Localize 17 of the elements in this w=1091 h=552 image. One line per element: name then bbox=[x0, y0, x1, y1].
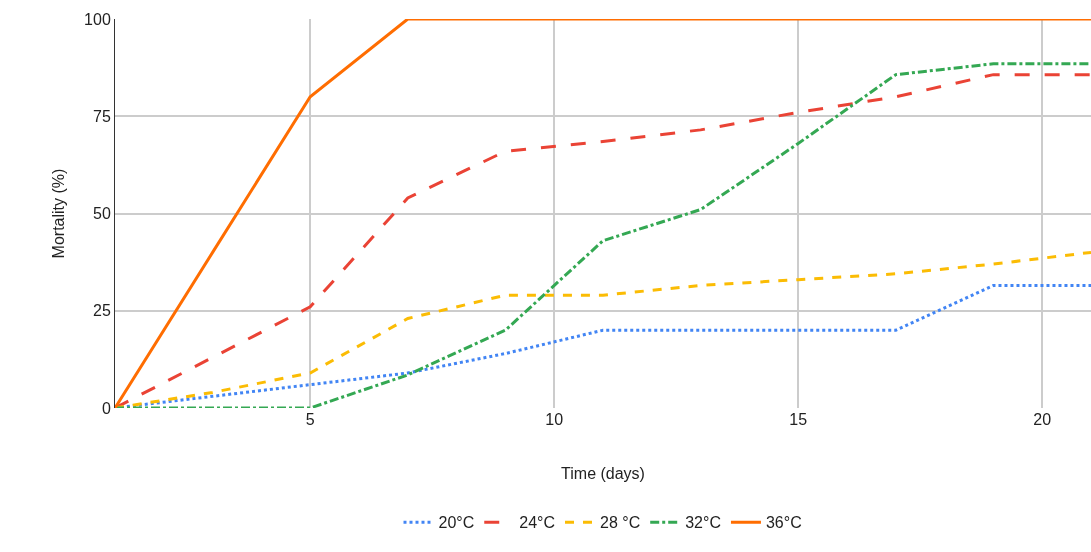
x-tick-label: 10 bbox=[545, 411, 564, 428]
legend-label: 24°C bbox=[519, 514, 555, 532]
legend-label: 20°C bbox=[438, 514, 475, 532]
x-tick-label: 5 bbox=[305, 411, 315, 428]
x-tick-label: 15 bbox=[789, 411, 808, 428]
y-tick-label: 100 bbox=[84, 10, 111, 28]
y-tick-label: 0 bbox=[101, 399, 111, 417]
y-tick-label: 25 bbox=[93, 302, 111, 320]
x-tick-label: 20 bbox=[1033, 411, 1052, 428]
x-axis-title: Time (days) bbox=[561, 464, 645, 482]
legend-label: 36°C bbox=[765, 514, 802, 532]
y-axis-title: Mortality (%) bbox=[50, 168, 67, 259]
y-tick-label: 75 bbox=[93, 107, 111, 125]
legend-label: 28 °C bbox=[600, 514, 641, 532]
y-tick-label: 50 bbox=[93, 205, 111, 223]
line-series bbox=[115, 250, 1091, 408]
legend-label: 32°C bbox=[685, 514, 721, 532]
